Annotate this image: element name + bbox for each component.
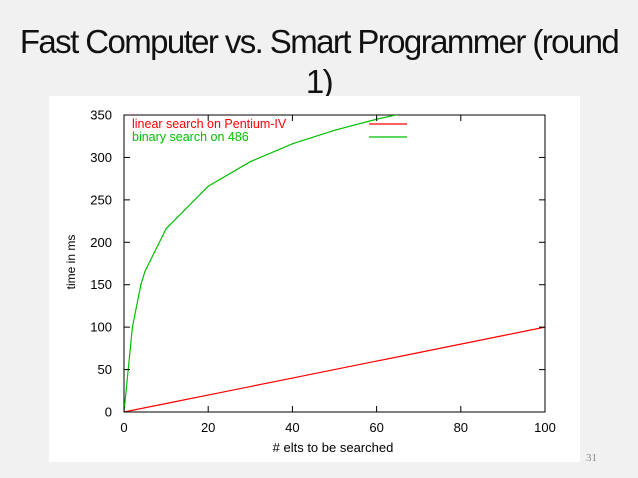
slide-title-line-1: Fast Computer vs. Smart Programmer (roun… bbox=[19, 23, 620, 60]
line-chart: 0 20 40 60 80 100 0 50 100 150 200 250 300 350 linear… bbox=[64, 101, 556, 456]
series-2-point bbox=[165, 228, 167, 230]
series-2-point bbox=[131, 326, 134, 328]
x-axis-label: # elts to be searched bbox=[273, 440, 394, 455]
x-tick-label: 40 bbox=[285, 420, 299, 435]
series-1-point bbox=[207, 394, 209, 396]
x-tick-label: 80 bbox=[454, 420, 468, 435]
x-tick-label: 60 bbox=[369, 420, 383, 435]
x-tick-label: 100 bbox=[534, 420, 556, 435]
series-1-point bbox=[249, 385, 251, 388]
legend-label-2: binary search on 486 bbox=[132, 130, 249, 144]
series-1-point bbox=[165, 402, 167, 405]
series-1-point bbox=[418, 352, 420, 354]
series-2-point bbox=[460, 101, 461, 102]
x-tick-label: 0 bbox=[120, 420, 127, 435]
slide-number: 31 bbox=[586, 452, 597, 464]
chart-panel: 0 20 40 60 80 100 0 50 100 150 200 250 300 350 linear… bbox=[49, 96, 580, 462]
y-tick-label: 0 bbox=[105, 405, 112, 420]
slide-title-line-2: 1) bbox=[305, 63, 334, 100]
series-2-point bbox=[418, 109, 419, 110]
legend-label-1: linear search on Pentium-IV bbox=[132, 117, 287, 131]
y-tick-label: 50 bbox=[98, 362, 112, 377]
y-tick-label: 350 bbox=[90, 108, 112, 123]
series-2-point bbox=[249, 161, 251, 163]
y-tick-label: 150 bbox=[90, 277, 112, 292]
slide-title: Fast Computer vs. Smart Programmer (roun… bbox=[0, 22, 638, 102]
series-2-point bbox=[333, 129, 336, 131]
series-2-point bbox=[207, 185, 209, 187]
y-tick-label: 250 bbox=[90, 192, 112, 207]
x-tick-label: 20 bbox=[201, 420, 215, 435]
series-2-point bbox=[144, 270, 146, 272]
y-axis-label: time in ms bbox=[64, 235, 78, 290]
plot-frame bbox=[123, 114, 546, 413]
series-1-point bbox=[376, 360, 378, 362]
series-1-point bbox=[502, 335, 504, 337]
y-tick-label: 100 bbox=[90, 320, 112, 335]
y-tick-label: 300 bbox=[90, 150, 112, 165]
series-2-point bbox=[140, 284, 142, 286]
y-tick-label: 200 bbox=[90, 235, 112, 250]
series-1-point bbox=[291, 377, 293, 379]
series-1-point bbox=[460, 343, 462, 345]
series-1-point bbox=[333, 368, 336, 371]
series-2-point bbox=[291, 143, 293, 145]
